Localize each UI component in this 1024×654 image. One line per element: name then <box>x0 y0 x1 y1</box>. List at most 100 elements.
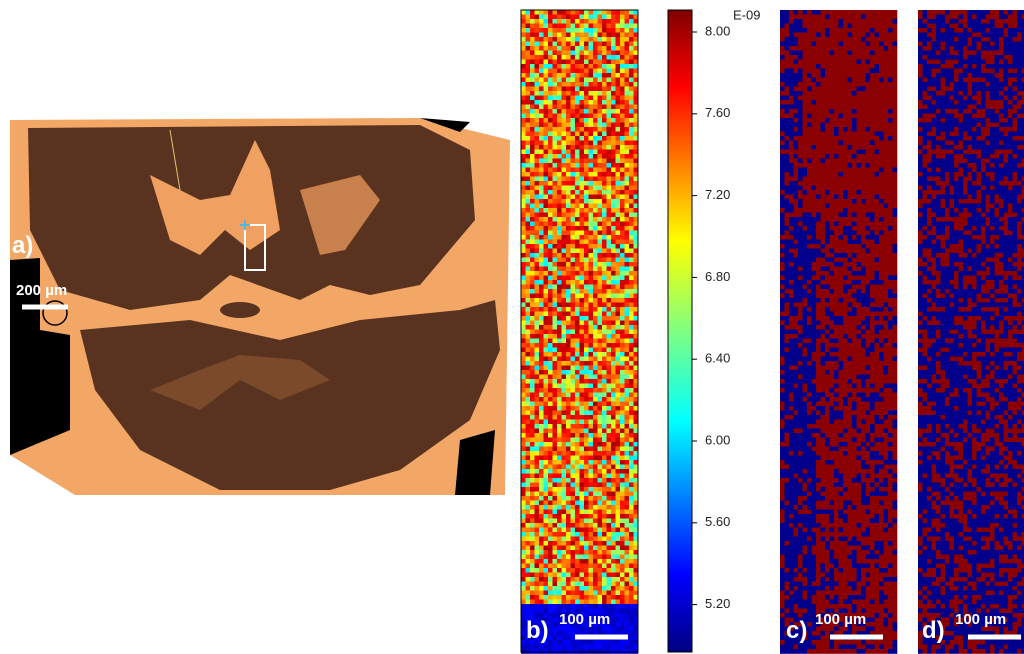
cell <box>552 46 558 51</box>
cell <box>588 212 594 218</box>
cell <box>865 10 871 15</box>
cell <box>570 262 576 267</box>
cell <box>843 140 848 146</box>
cell <box>548 473 553 479</box>
cell <box>602 626 607 632</box>
cell <box>624 370 630 375</box>
cell <box>620 329 625 335</box>
cell <box>566 374 571 380</box>
cell <box>870 163 875 168</box>
cell <box>593 77 598 83</box>
cell <box>584 181 589 186</box>
cell <box>557 244 562 249</box>
cell <box>624 491 630 497</box>
cell <box>530 595 535 600</box>
cell <box>825 203 830 209</box>
cell <box>575 158 580 164</box>
cell <box>525 523 531 528</box>
cell <box>543 154 549 159</box>
cell <box>870 73 875 78</box>
cell <box>629 64 634 69</box>
cell <box>593 599 598 605</box>
cell <box>624 406 630 411</box>
cell <box>552 109 558 114</box>
cell <box>575 176 580 182</box>
cell <box>525 302 531 308</box>
cell <box>543 82 549 87</box>
cell <box>521 221 526 227</box>
cell <box>593 19 598 24</box>
cell <box>807 212 812 218</box>
cell <box>579 248 585 254</box>
cell <box>602 158 607 164</box>
cell <box>633 455 639 461</box>
cell <box>584 10 589 15</box>
cell <box>593 163 598 168</box>
cell <box>525 73 531 78</box>
cell <box>525 509 531 515</box>
cell <box>870 109 875 114</box>
cell <box>606 235 612 240</box>
cell <box>606 118 612 123</box>
cell <box>584 253 589 258</box>
cell <box>579 298 585 303</box>
cell <box>566 640 571 645</box>
cell <box>798 172 803 177</box>
cell <box>575 424 580 429</box>
cell <box>561 424 567 429</box>
cell <box>584 518 589 524</box>
cell <box>633 298 639 303</box>
cell <box>606 383 612 389</box>
cell <box>579 491 585 497</box>
cell <box>870 176 875 182</box>
cell <box>820 104 826 110</box>
cell <box>557 622 562 627</box>
cell <box>521 194 526 200</box>
cell <box>543 95 549 101</box>
cell <box>566 401 571 407</box>
cell <box>856 190 862 195</box>
cell <box>816 68 821 74</box>
cell <box>602 572 607 578</box>
cell <box>584 320 589 326</box>
cell <box>620 433 625 438</box>
cell <box>633 266 639 272</box>
cell <box>602 46 607 51</box>
cell <box>588 154 594 159</box>
cell <box>807 217 812 222</box>
cell <box>620 590 625 596</box>
cell <box>606 266 612 272</box>
cell <box>798 37 803 42</box>
cell <box>566 635 571 641</box>
cell <box>615 374 621 380</box>
cell <box>861 77 866 83</box>
cell <box>575 199 580 204</box>
cell <box>606 469 612 474</box>
cell <box>579 419 585 425</box>
cell <box>615 527 621 533</box>
cell <box>611 122 616 128</box>
cell <box>597 190 603 195</box>
cell <box>620 649 625 654</box>
cell <box>865 41 871 47</box>
cell <box>539 266 544 272</box>
cell <box>566 595 571 600</box>
cell <box>575 244 580 249</box>
cell <box>566 536 571 542</box>
cell <box>566 46 571 51</box>
cell <box>615 581 621 587</box>
cell <box>593 122 598 128</box>
cell <box>534 172 540 177</box>
cell <box>602 491 607 497</box>
cell <box>579 19 585 24</box>
cell <box>579 163 585 168</box>
cell <box>798 109 803 114</box>
cell <box>534 361 540 366</box>
cell <box>883 28 889 33</box>
cell <box>530 514 535 519</box>
cell <box>606 163 612 168</box>
cell <box>874 217 880 222</box>
cell <box>602 311 607 317</box>
cell <box>789 86 794 92</box>
cell <box>552 262 558 267</box>
